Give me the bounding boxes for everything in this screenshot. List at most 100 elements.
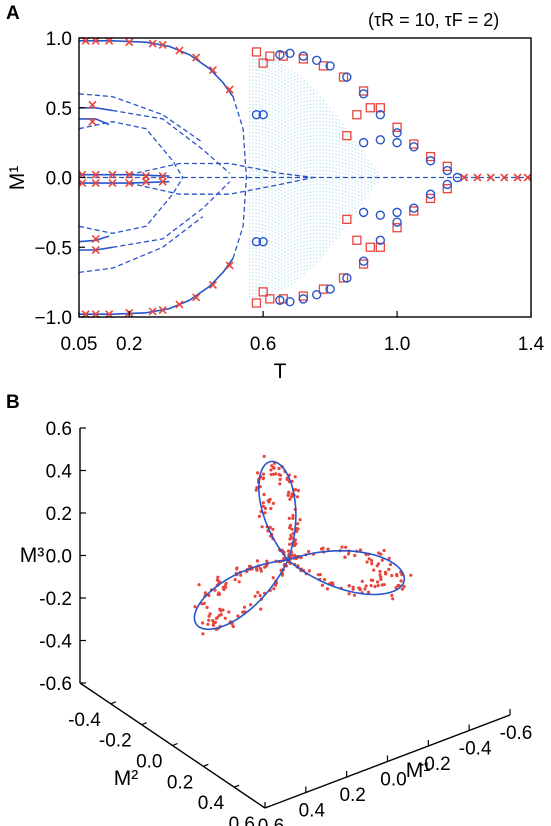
square-marker bbox=[352, 235, 362, 245]
trajectory-dot bbox=[271, 501, 275, 505]
circle-marker bbox=[392, 137, 402, 148]
circle-marker bbox=[375, 235, 386, 245]
trajectory-dot bbox=[272, 587, 276, 591]
x-marker bbox=[208, 66, 217, 75]
y-tick-label: 1.0 bbox=[46, 29, 72, 50]
trajectory-dot bbox=[277, 466, 281, 471]
dashed-curve bbox=[112, 109, 231, 174]
trajectory-dot bbox=[255, 559, 260, 563]
x-tick-label: 0.6 bbox=[250, 334, 276, 355]
solid-curve bbox=[79, 40, 234, 98]
trajectory-dot bbox=[221, 608, 225, 612]
trajectory-dot bbox=[216, 592, 220, 597]
trajectory-dot bbox=[325, 587, 329, 591]
trajectory-dot bbox=[269, 468, 273, 472]
trajectory-dot bbox=[376, 583, 380, 588]
m1-tick-label: -0.4 bbox=[459, 739, 492, 760]
trajectory-dot bbox=[272, 466, 276, 470]
square-marker bbox=[425, 151, 436, 162]
trajectory-dot bbox=[378, 569, 382, 574]
x-marker bbox=[459, 173, 469, 182]
y-tick-label: 0.0 bbox=[46, 169, 72, 190]
trajectory-dot bbox=[347, 592, 351, 596]
trajectory-dot bbox=[316, 573, 320, 577]
trajectory-dot bbox=[242, 605, 247, 609]
trajectory-dot bbox=[351, 587, 355, 591]
trajectory-dot bbox=[269, 507, 273, 511]
m2-tick bbox=[172, 742, 178, 747]
trajectory-dot bbox=[218, 607, 222, 611]
chart-b-m1label: M¹ bbox=[406, 759, 431, 782]
circle-marker bbox=[375, 110, 386, 120]
trajectory-dot bbox=[213, 588, 217, 592]
trajectory-dot bbox=[256, 471, 260, 475]
m1-tick-label: 0.0 bbox=[380, 770, 406, 791]
trajectory-dot bbox=[290, 527, 294, 531]
circle-marker bbox=[375, 135, 386, 145]
trajectory-dot bbox=[254, 488, 258, 492]
trajectory-dot bbox=[258, 594, 262, 598]
m2-tick bbox=[110, 701, 117, 705]
trajectory-dot bbox=[290, 495, 294, 499]
trajectory-dot bbox=[293, 538, 297, 542]
trajectory-dot bbox=[202, 601, 206, 606]
x-marker bbox=[208, 280, 217, 289]
x-tick-label: 1.0 bbox=[384, 334, 410, 355]
square-marker bbox=[442, 161, 452, 171]
trajectory-dot bbox=[320, 583, 324, 587]
trajectory-dot bbox=[388, 563, 393, 567]
trajectory-dot bbox=[269, 472, 273, 477]
circle-marker bbox=[251, 110, 262, 120]
trajectory-dot bbox=[268, 525, 272, 530]
circle-marker bbox=[409, 142, 419, 152]
x-marker bbox=[125, 170, 134, 179]
trajectory-dot bbox=[255, 486, 259, 490]
trajectory-dot bbox=[391, 597, 395, 601]
chart-a-annotation: (τR = 10, τF = 2) bbox=[368, 10, 499, 30]
trajectory-dot bbox=[205, 605, 209, 610]
trajectory-dot bbox=[223, 616, 227, 620]
trajectory-dot bbox=[323, 578, 327, 582]
trajectory-dot bbox=[397, 583, 401, 587]
trajectory-dot bbox=[212, 621, 216, 625]
trajectory-dot bbox=[380, 558, 384, 562]
square-marker bbox=[258, 287, 268, 297]
trajectory-dot bbox=[352, 593, 357, 597]
x-marker bbox=[192, 293, 201, 302]
square-marker bbox=[358, 86, 369, 96]
trajectory-dot bbox=[266, 499, 270, 503]
trajectory-dot bbox=[214, 616, 219, 620]
m1-tick-label: 0.6 bbox=[258, 816, 284, 826]
dashed-curve bbox=[232, 96, 248, 259]
trajectory-dot bbox=[340, 545, 344, 549]
trajectory-dot bbox=[390, 574, 394, 578]
trajectory-dot bbox=[207, 618, 211, 622]
x-marker bbox=[513, 173, 522, 182]
square-marker bbox=[392, 223, 402, 233]
trajectory-dot bbox=[400, 587, 404, 591]
trajectory-dot bbox=[259, 607, 263, 611]
x-marker bbox=[486, 173, 495, 182]
circle-marker bbox=[409, 203, 419, 213]
trajectory-dot bbox=[395, 572, 399, 577]
circle-marker bbox=[258, 236, 268, 247]
square-marker bbox=[338, 72, 349, 82]
trajectory-dot bbox=[261, 504, 265, 508]
trajectory-dot bbox=[201, 621, 205, 625]
trajectory-dot bbox=[285, 477, 289, 481]
trajectory-dot bbox=[247, 564, 252, 569]
trajectory-dot bbox=[330, 581, 334, 585]
m2-tick bbox=[203, 763, 209, 767]
trajectory-dot bbox=[295, 529, 299, 534]
circle-marker bbox=[312, 289, 322, 300]
solid-curve bbox=[79, 180, 170, 184]
circle-marker bbox=[275, 295, 285, 305]
trajectory-dot bbox=[259, 569, 263, 573]
trajectory-dot bbox=[200, 602, 204, 606]
circle-marker bbox=[298, 294, 309, 304]
dashed-curve bbox=[79, 177, 184, 234]
trajectory-dot bbox=[263, 511, 267, 515]
z-tick-label: 0.2 bbox=[46, 504, 72, 525]
trajectory-dot bbox=[379, 575, 383, 580]
trajectory-dot bbox=[402, 584, 406, 589]
